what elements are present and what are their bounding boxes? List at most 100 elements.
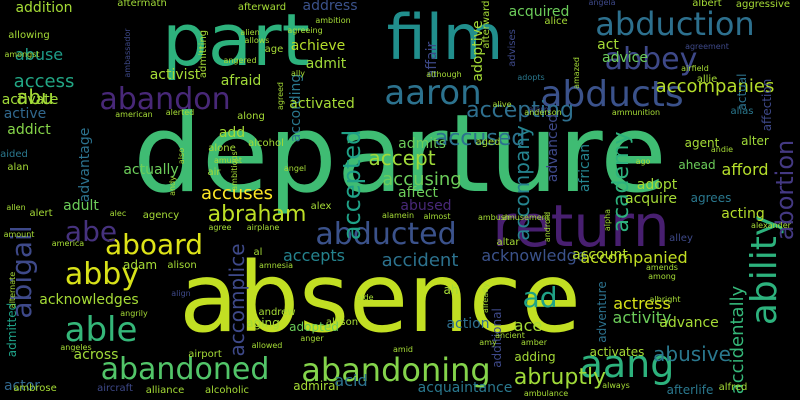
word: action	[446, 316, 490, 332]
word: almost	[423, 212, 451, 221]
word: aang	[579, 342, 675, 386]
word: amazed	[572, 57, 581, 89]
word: agree	[208, 223, 232, 232]
word: abandoning	[301, 351, 491, 389]
word: ad	[522, 281, 558, 314]
word: activist	[149, 67, 201, 83]
word: film	[386, 1, 504, 74]
word: alive	[492, 100, 512, 109]
word: alamein	[381, 211, 415, 220]
word: active	[3, 106, 47, 122]
word: allison	[325, 317, 359, 328]
word: accompany	[510, 125, 534, 241]
word: abducts	[540, 74, 684, 115]
word: allen	[6, 203, 26, 212]
word: abbey	[604, 42, 698, 77]
word: alex	[310, 201, 332, 212]
word: admitted	[5, 302, 19, 358]
word: abducted	[315, 217, 457, 252]
word: abe	[64, 215, 118, 248]
word: abraham	[207, 202, 307, 227]
word: angela	[588, 0, 616, 7]
word: abused	[400, 198, 452, 214]
word: already	[481, 283, 490, 313]
word: agreed	[276, 81, 285, 111]
word: amy	[479, 338, 497, 347]
word: alter	[741, 134, 769, 148]
word: add	[218, 125, 246, 141]
word: anderson	[524, 108, 562, 117]
word: adam	[122, 258, 158, 272]
word: acid	[334, 371, 368, 390]
word: amends	[646, 263, 678, 272]
word: admits	[398, 136, 446, 152]
word: across	[73, 347, 119, 363]
word: agrees	[690, 191, 732, 205]
word: alternate	[8, 271, 17, 309]
word: allowing	[8, 30, 50, 41]
word: abandon	[99, 82, 231, 117]
word: amount	[3, 230, 35, 239]
word: ambush	[477, 213, 511, 222]
word: ambassador	[123, 28, 132, 78]
word: angrily	[120, 309, 148, 318]
word: abruptly	[513, 365, 607, 390]
word: along	[237, 111, 265, 122]
word: adventure	[595, 281, 609, 343]
word: ambitious	[230, 151, 239, 191]
word: amid	[393, 345, 413, 354]
word: able	[64, 310, 138, 350]
word: aided	[0, 149, 28, 160]
word: accepted	[338, 129, 366, 241]
word: alliance	[145, 385, 185, 396]
word: advice	[602, 50, 648, 66]
word: advance	[659, 315, 719, 331]
word: accuses	[200, 183, 274, 204]
word: activates	[589, 345, 645, 359]
word: alert	[29, 208, 53, 219]
word: angered	[223, 56, 257, 65]
word: academy	[609, 131, 634, 233]
word: abu	[16, 85, 54, 109]
word: absence	[179, 242, 581, 354]
word: admiral	[293, 379, 339, 393]
word: admitting	[198, 29, 209, 79]
word: abby	[64, 257, 140, 292]
word: andie	[710, 145, 734, 154]
word: ambrose	[13, 383, 57, 394]
word: anger	[300, 334, 324, 343]
word: allie	[696, 74, 718, 85]
word: alexander	[751, 221, 791, 230]
word: acquire	[625, 191, 677, 207]
word: aggressive	[735, 0, 791, 10]
word: amusement	[502, 213, 550, 222]
word: altar	[496, 237, 520, 248]
word: ambulance	[523, 389, 569, 398]
word: actor	[3, 378, 41, 394]
word: also	[177, 147, 186, 165]
word: part	[162, 0, 310, 82]
word: account	[572, 247, 628, 263]
word: alarm	[528, 105, 552, 114]
word: ammunition	[611, 108, 661, 117]
word: aide	[356, 293, 374, 302]
word: alerted	[165, 108, 195, 117]
word: address	[302, 0, 358, 14]
word: alison	[167, 260, 197, 271]
word: affect	[397, 185, 439, 201]
word: access	[13, 71, 75, 92]
word: afford	[721, 160, 769, 179]
word: alcohol	[248, 138, 284, 149]
word: abusive	[653, 342, 731, 366]
word: acquired	[508, 4, 570, 20]
word: android	[543, 211, 552, 243]
word: always	[602, 381, 630, 390]
word: accused	[434, 126, 526, 151]
word: accepting	[466, 98, 574, 123]
word: ace	[513, 316, 543, 335]
word: accidentally	[727, 285, 748, 395]
word: advantage	[77, 127, 93, 203]
word: abandoned	[100, 352, 270, 387]
word: ancient	[495, 331, 525, 340]
word: ally	[290, 69, 306, 78]
